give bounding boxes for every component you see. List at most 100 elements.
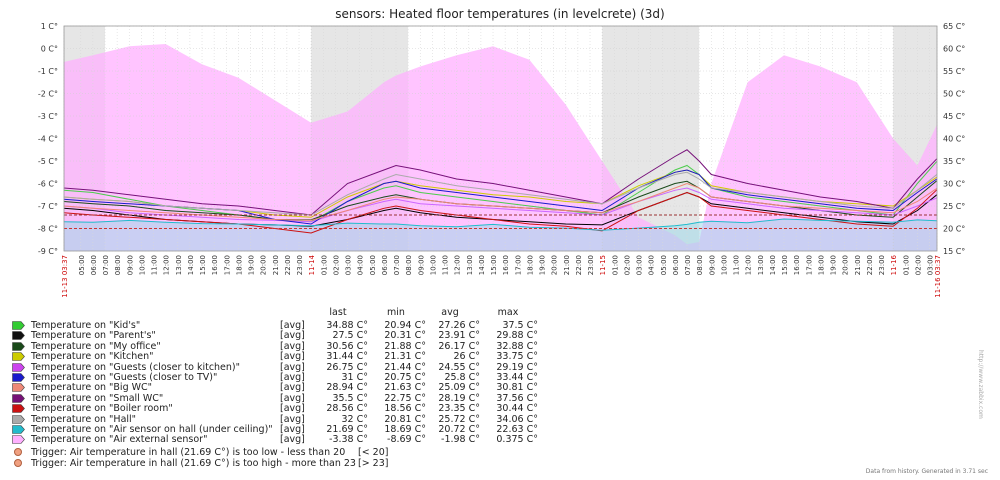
x-tick-label: 06:00	[672, 255, 680, 275]
legend-swatch-icon	[12, 352, 25, 361]
legend-func: [avg]	[280, 320, 305, 331]
footer-note: Data from history. Generated in 3.71 sec	[865, 468, 988, 475]
x-tick-label: 23:00	[296, 255, 304, 275]
x-tick-label: 20:00	[842, 255, 850, 275]
x-tick-label: 12:00	[745, 255, 753, 275]
legend-swatch-icon	[12, 414, 25, 424]
x-tick-label: 13:00	[466, 255, 474, 275]
y-tick-left: -4 C°	[38, 135, 58, 144]
x-tick-label: 01:00	[611, 255, 619, 275]
legend-avg: 23.35 C°	[438, 403, 480, 415]
x-tick-label: 09:00	[708, 255, 716, 275]
legend-col-avg: avg	[441, 307, 459, 318]
x-tick-label: 19:00	[248, 255, 256, 275]
legend-swatch-icon	[12, 341, 25, 351]
legend-func: [avg]	[280, 330, 305, 342]
y-tick-left: -5 C°	[38, 157, 58, 166]
watermark: http://www.zabbix.com	[977, 350, 984, 419]
legend-avg: 28.19 C°	[438, 392, 480, 404]
x-tick-label: 20:00	[551, 255, 559, 275]
legend-min: 21.88 C°	[384, 340, 426, 352]
series-line	[63, 189, 938, 234]
legend-max: 22.63 C°	[496, 424, 538, 435]
x-tick-label: 02:00	[623, 255, 631, 275]
legend-min: 18.56 C°	[384, 403, 426, 415]
legend-swatch-icon	[12, 331, 25, 341]
legend-avg: -1.98 C°	[441, 434, 480, 446]
x-tick-label: 03:00	[636, 255, 644, 275]
legend-last: -3.38 C°	[329, 434, 368, 446]
y-tick-right: 15 C°	[943, 247, 965, 256]
y-tick-left: 1 C°	[41, 22, 58, 31]
legend-max: 34.06 C°	[496, 413, 538, 425]
legend-swatch-icon	[12, 383, 25, 393]
x-tick-label: 21:00	[563, 255, 571, 275]
legend-label: Temperature on "Air sensor on hall (unde…	[31, 424, 273, 435]
x-tick-label: 14:00	[769, 255, 777, 275]
legend-last: 28.94 C°	[326, 382, 368, 394]
x-tick-label: 05:00	[369, 255, 377, 275]
x-tick-label: 02:00	[914, 255, 922, 275]
legend-label: Temperature on "Kid's"	[31, 320, 141, 331]
x-tick-label: 16:00	[793, 255, 801, 275]
x-tick-label: 12:00	[163, 255, 171, 275]
x-tick-label: 19:00	[539, 255, 547, 275]
y-tick-left: -9 C°	[38, 247, 58, 256]
x-tick-label: 03:00	[345, 255, 353, 275]
legend-func: [avg]	[280, 351, 305, 363]
legend-label: Temperature on "Kitchen"	[31, 351, 154, 363]
y-tick-left: 0 C°	[41, 45, 58, 54]
x-tick-label: 07:00	[393, 255, 401, 275]
legend-avg: 23.91 C°	[438, 330, 480, 342]
y-tick-right: 25 C°	[943, 202, 965, 211]
x-tick-label: 18:00	[526, 255, 534, 275]
legend-label: Temperature on "Big WC"	[31, 382, 153, 394]
x-tick-label: 09:00	[417, 255, 425, 275]
legend-label: Temperature on "Guests (closer to TV)"	[31, 372, 218, 383]
y-tick-left: -3 C°	[38, 112, 58, 121]
x-tick-label: 01:00	[902, 255, 910, 275]
x-tick-label: 09:00	[126, 255, 134, 275]
legend-func: [avg]	[280, 434, 305, 446]
x-tick-label: 11-14	[308, 254, 316, 275]
x-tick-label: 15:00	[490, 255, 498, 275]
series-line	[63, 182, 938, 221]
trigger-condition: [< 20]	[358, 446, 389, 458]
legend-func: [avg]	[280, 403, 305, 415]
x-tick-label: 08:00	[405, 255, 413, 275]
x-tick-label: 22:00	[866, 255, 874, 275]
y-tick-right: 20 C°	[943, 225, 965, 234]
legend-swatch-icon	[12, 425, 25, 434]
legend-last: 35.5 C°	[332, 392, 368, 404]
legend-swatch-icon	[12, 362, 25, 372]
y-tick-left: -1 C°	[38, 67, 58, 76]
y-tick-left: -8 C°	[38, 225, 58, 234]
x-tick-label: 06:00	[90, 255, 98, 275]
legend-swatch-icon	[12, 373, 25, 382]
y-tick-right: 45 C°	[943, 112, 965, 121]
x-tick-label: 13:00	[175, 255, 183, 275]
y-tick-left: -7 C°	[38, 202, 58, 211]
x-tick-label: 06:00	[381, 255, 389, 275]
legend-max: 29.19 C°	[496, 361, 538, 373]
legend-max: 37.56 C°	[496, 392, 538, 404]
trigger-label: Trigger: Air temperature in hall (21.69 …	[31, 457, 356, 469]
y-tick-right: 40 C°	[943, 135, 965, 144]
legend-max: 0.375 C°	[496, 434, 538, 446]
legend-label: Temperature on "Hall"	[31, 413, 137, 425]
legend-last: 34.88 C°	[326, 320, 368, 331]
legend-func: [avg]	[280, 392, 305, 404]
x-tick-label: 18:00	[235, 255, 243, 275]
chart-title: sensors: Heated floor temperatures (in l…	[335, 7, 665, 21]
legend-min: 22.75 C°	[384, 392, 426, 404]
x-tick-label: 07:00	[684, 255, 692, 275]
legend-avg: 27.26 C°	[438, 320, 480, 331]
x-tick-label: 12:00	[454, 255, 462, 275]
x-tick-label: 11:00	[733, 255, 741, 275]
x-tick-label: 11-13 03:37	[61, 255, 69, 298]
legend-last: 31 C°	[341, 372, 369, 383]
x-tick-label: 17:00	[223, 255, 231, 275]
series-line	[63, 187, 937, 223]
x-tick-label: 05:00	[660, 255, 668, 275]
x-tick-label: 11:00	[442, 255, 450, 275]
